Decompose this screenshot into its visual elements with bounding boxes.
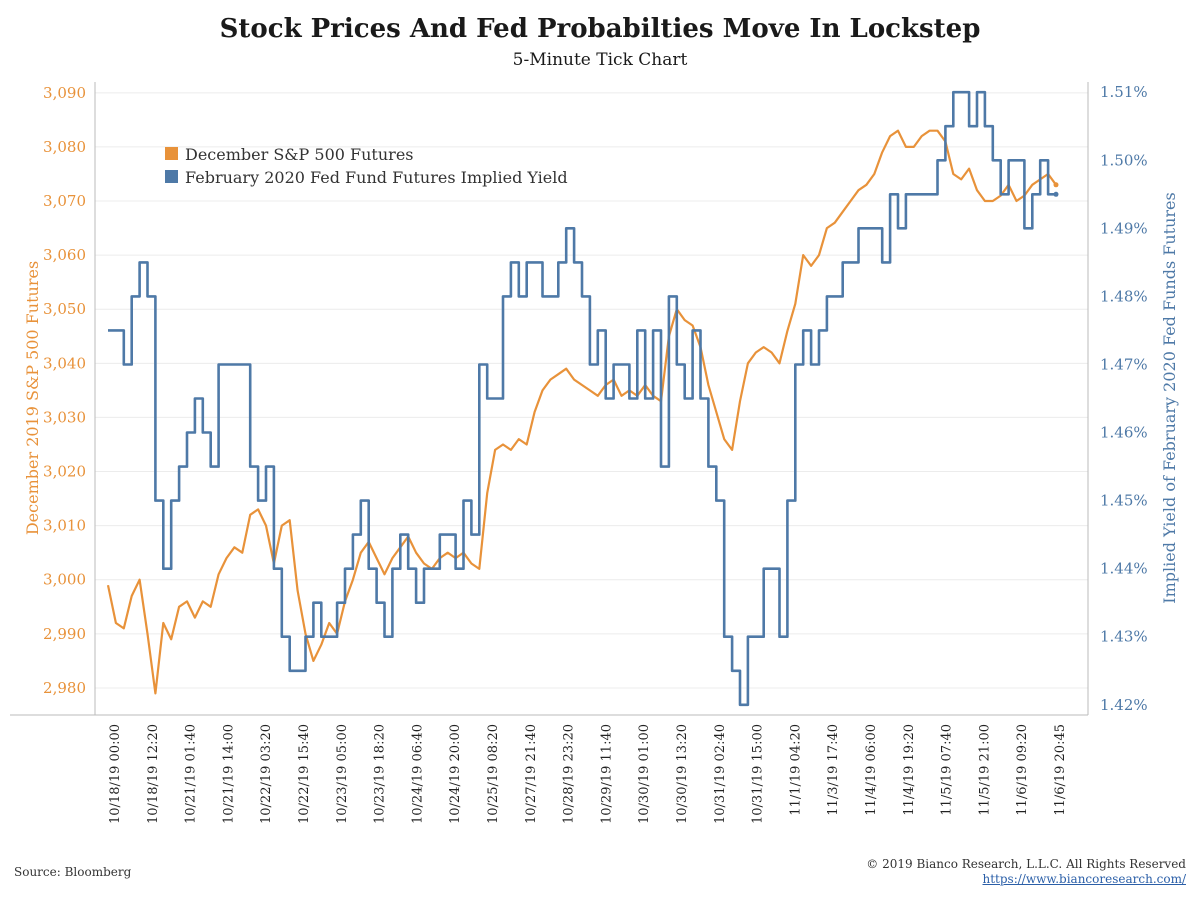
right-tick-label: 1.50% [1100,151,1148,169]
left-tick-label: 3,020 [43,463,86,481]
x-tick-label: 10/24/19 06:40 [410,724,425,824]
left-tick-label: 3,090 [43,84,86,102]
x-tick-label: 11/3/19 17:40 [826,724,841,816]
legend-swatch-fedfunds [165,170,178,183]
x-tick-label: 11/5/19 07:40 [940,724,955,816]
legend-label-sp500: December S&P 500 Futures [185,145,414,164]
x-tick-label: 10/18/19 12:20 [146,724,161,824]
x-tick-label: 11/1/19 04:20 [788,724,803,816]
x-tick-label: 10/21/19 01:40 [184,724,199,824]
left-tick-label: 3,050 [43,300,86,318]
right-tick-label: 1.44% [1100,560,1148,578]
left-tick-label: 2,990 [43,625,86,643]
right-tick-label: 1.51% [1100,83,1148,101]
x-tick-label: 10/21/19 14:00 [221,724,236,824]
right-tick-label: 1.49% [1100,219,1148,237]
legend: December S&P 500 Futures February 2020 F… [165,145,568,187]
fedfunds-line [108,90,1056,707]
right-tick-label: 1.47% [1100,355,1148,373]
left-tick-label: 3,080 [43,138,86,156]
left-tick-label: 2,980 [43,679,86,697]
x-tick-label: 10/22/19 03:20 [259,724,274,824]
y-axis-right-label: Implied Yield of February 2020 Fed Funds… [1160,192,1179,603]
x-tick-label: 10/22/19 15:40 [297,724,312,824]
x-tick-label: 10/30/19 13:20 [675,724,690,824]
x-tick-label: 11/5/19 21:00 [977,724,992,816]
x-tick-label: 10/18/19 00:00 [108,724,123,824]
x-tick-label: 10/27/19 21:40 [524,724,539,824]
x-tick-label: 10/31/19 15:00 [751,724,766,824]
x-tick-label: 10/29/19 11:40 [599,724,614,824]
x-tick-label: 11/6/19 20:45 [1053,724,1068,816]
right-axis-ticks: 1.42% 1.43% 1.44% 1.45% 1.46% 1.47% 1.48% 1.49%… [1100,83,1148,714]
right-tick-label: 1.43% [1100,628,1148,646]
left-tick-label: 3,010 [43,517,86,535]
chart-title: Stock Prices And Fed Probabilties Move I… [219,14,981,44]
x-tick-label: 10/25/19 08:20 [486,724,501,824]
right-tick-label: 1.42% [1100,696,1148,714]
copyright-block: © 2019 Bianco Research, L.L.C. All Right… [866,857,1186,887]
sp500-line [106,129,1057,695]
x-axis-ticks: 10/18/19 00:00 10/18/19 12:20 10/21/19 01:… [108,724,1068,824]
x-tick-label: 10/24/19 20:00 [448,724,463,824]
left-tick-label: 3,000 [43,571,86,589]
x-tick-label: 10/31/19 02:40 [713,724,728,824]
series-lines [106,90,1059,707]
chart-subtitle: 5-Minute Tick Chart [512,50,688,70]
x-tick-label: 11/6/19 09:20 [1015,724,1030,816]
y-axis-left-label: December 2019 S&P 500 Futures [23,261,42,535]
legend-label-fedfunds: February 2020 Fed Fund Futures Implied Y… [185,168,568,187]
left-tick-label: 3,070 [43,192,86,210]
left-tick-label: 3,060 [43,246,86,264]
x-tick-label: 11/4/19 19:20 [902,724,917,816]
left-tick-label: 3,040 [43,354,86,372]
left-axis-ticks: 2,980 2,990 3,000 3,010 3,020 3,030 3,040 3,050… [43,84,86,697]
right-tick-label: 1.46% [1100,424,1148,442]
x-tick-label: 10/23/19 05:00 [335,724,350,824]
x-tick-label: 11/4/19 06:00 [864,724,879,816]
website-link[interactable]: https://www.biancoresearch.com/ [982,872,1186,886]
right-tick-label: 1.48% [1100,287,1148,305]
fedfunds-end-point [1053,191,1059,197]
x-tick-label: 10/30/19 01:00 [637,724,652,824]
source-note: Source: Bloomberg [14,865,132,879]
legend-swatch-sp500 [165,147,178,160]
left-tick-label: 3,030 [43,408,86,426]
x-tick-label: 10/23/19 18:20 [373,724,388,824]
x-tick-label: 10/28/19 23:20 [562,724,577,824]
right-tick-label: 1.45% [1100,492,1148,510]
sp500-end-point [1053,182,1059,188]
copyright-text: © 2019 Bianco Research, L.L.C. All Right… [866,857,1186,871]
